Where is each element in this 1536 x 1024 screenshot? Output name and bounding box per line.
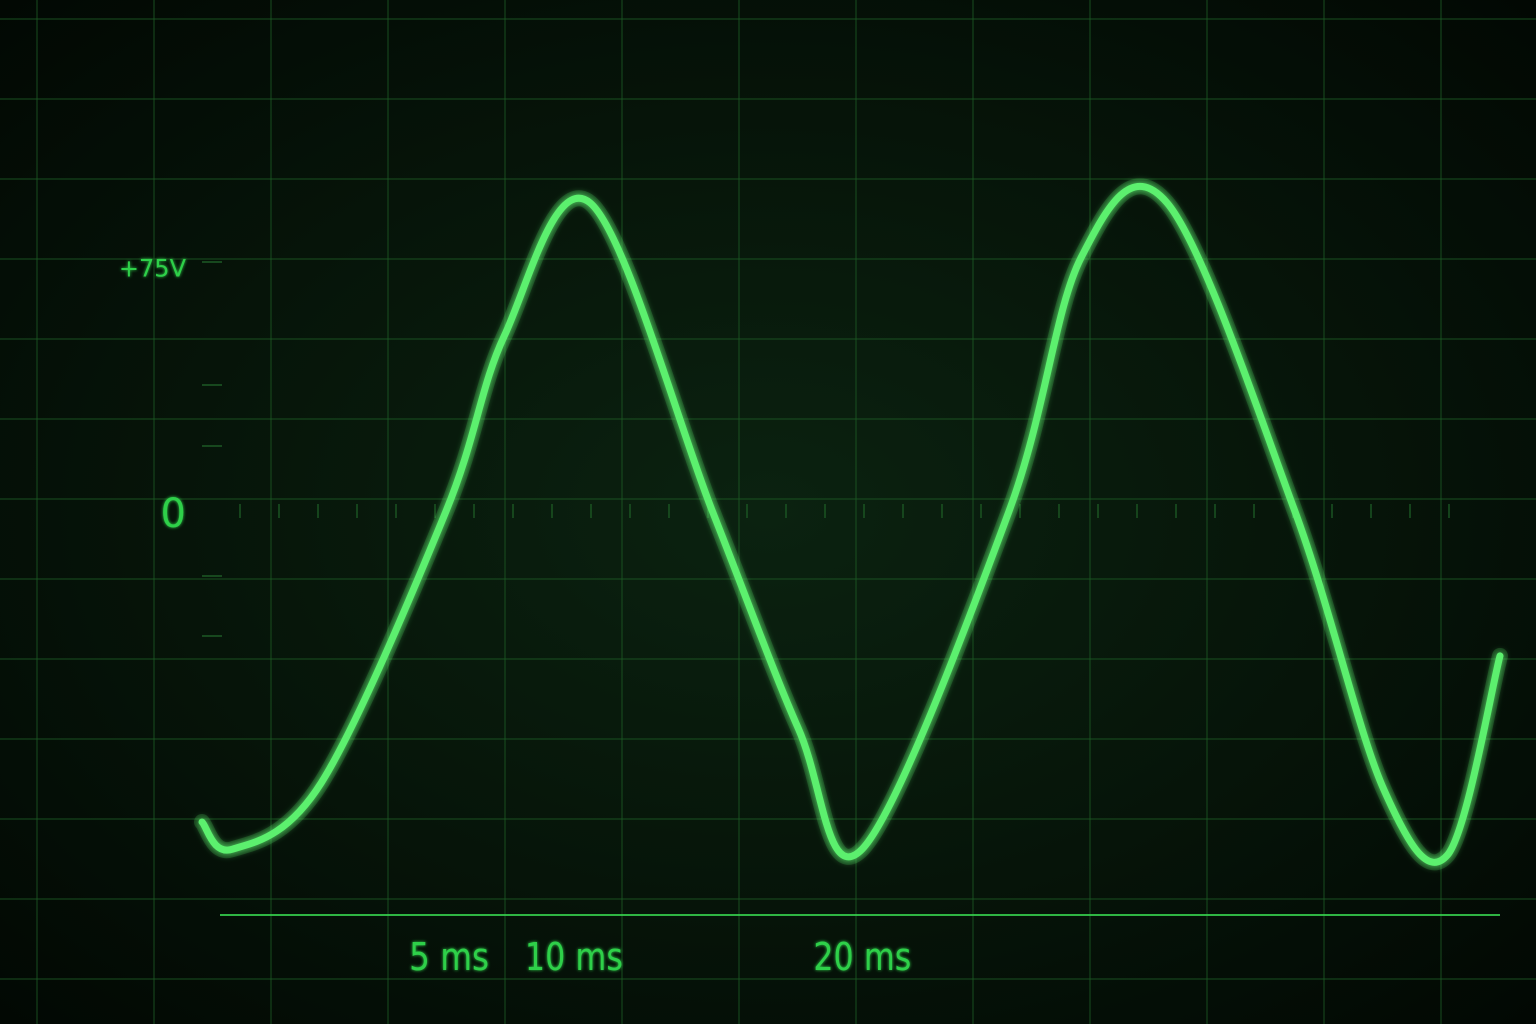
- trace-layer: [194, 178, 1508, 871]
- y-tick-label: 0: [161, 491, 186, 537]
- sine-trace-line: [198, 183, 1504, 866]
- x-tick-label: 20 ms: [813, 935, 911, 979]
- tick-labels: +75V 0 5 ms 10 ms 20 ms: [119, 255, 911, 979]
- x-tick-label: 10 ms: [525, 935, 623, 979]
- trace-halo: [194, 178, 1508, 871]
- y-tick-label: +75V: [119, 255, 187, 283]
- axes: [200, 146, 1510, 916]
- x-tick-label: 5 ms: [409, 935, 489, 979]
